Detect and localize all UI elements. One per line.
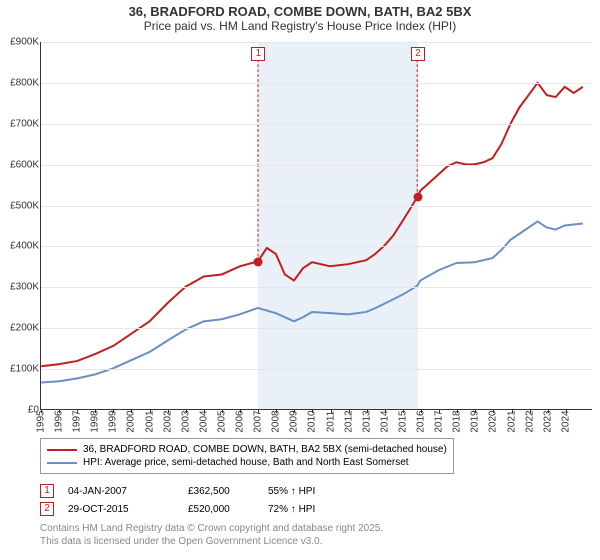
sale-marker-2: 2: [40, 502, 54, 516]
x-axis-label: 2007: [253, 410, 264, 432]
x-axis-label: 1996: [54, 410, 65, 432]
x-axis-label: 2017: [434, 410, 445, 432]
sale-dot: [413, 193, 422, 202]
footer: Contains HM Land Registry data © Crown c…: [40, 522, 383, 548]
sale-price: £362,500: [188, 486, 268, 497]
legend-swatch-hpi: [47, 462, 77, 464]
legend-item-hpi: HPI: Average price, semi-detached house,…: [47, 456, 447, 469]
chart-title: 36, BRADFORD ROAD, COMBE DOWN, BATH, BA2…: [0, 4, 600, 19]
legend-item-property: 36, BRADFORD ROAD, COMBE DOWN, BATH, BA2…: [47, 443, 447, 456]
x-axis-label: 2001: [144, 410, 155, 432]
x-axis-label: 2006: [235, 410, 246, 432]
x-axis-label: 2012: [343, 410, 354, 432]
y-gridline: [41, 42, 592, 43]
y-gridline: [41, 124, 592, 125]
y-axis-label: £600K: [1, 159, 39, 170]
sale-delta: 72% ↑ HPI: [268, 504, 358, 515]
y-gridline: [41, 328, 592, 329]
y-axis-label: £700K: [1, 118, 39, 129]
x-axis-label: 2003: [180, 410, 191, 432]
marker-badge: 1: [251, 47, 265, 61]
sale-marker-1: 1: [40, 484, 54, 498]
x-axis-label: 2002: [162, 410, 173, 432]
y-gridline: [41, 369, 592, 370]
sale-date: 04-JAN-2007: [68, 486, 188, 497]
footer-line-1: Contains HM Land Registry data © Crown c…: [40, 522, 383, 535]
plot-svg: [41, 42, 592, 409]
legend-label-hpi: HPI: Average price, semi-detached house,…: [83, 457, 409, 468]
x-axis-label: 2013: [361, 410, 372, 432]
y-axis-label: £0: [1, 405, 39, 416]
y-axis-label: £400K: [1, 241, 39, 252]
y-gridline: [41, 206, 592, 207]
y-gridline: [41, 287, 592, 288]
x-axis-label: 2011: [325, 411, 336, 433]
sale-delta: 55% ↑ HPI: [268, 486, 358, 497]
y-axis-label: £900K: [1, 37, 39, 48]
x-axis-label: 1997: [72, 410, 83, 432]
y-gridline: [41, 165, 592, 166]
footer-line-2: This data is licensed under the Open Gov…: [40, 535, 383, 548]
sale-row: 1 04-JAN-2007 £362,500 55% ↑ HPI: [40, 482, 358, 500]
x-axis-label: 2000: [126, 410, 137, 432]
chart-container: 36, BRADFORD ROAD, COMBE DOWN, BATH, BA2…: [0, 0, 600, 560]
y-axis-label: £500K: [1, 200, 39, 211]
x-axis-label: 2018: [452, 410, 463, 432]
x-axis-label: 2004: [198, 410, 209, 432]
x-axis-label: 1995: [36, 410, 47, 432]
chart-subtitle: Price paid vs. HM Land Registry's House …: [0, 19, 600, 33]
sale-price: £520,000: [188, 504, 268, 515]
legend: 36, BRADFORD ROAD, COMBE DOWN, BATH, BA2…: [40, 438, 454, 474]
x-axis-label: 2023: [542, 410, 553, 432]
legend-swatch-property: [47, 449, 77, 451]
x-axis-label: 2024: [560, 410, 571, 432]
x-axis-label: 2019: [470, 410, 481, 432]
y-gridline: [41, 83, 592, 84]
y-axis-label: £300K: [1, 282, 39, 293]
sale-dot: [254, 257, 263, 266]
x-axis-label: 1998: [90, 410, 101, 432]
x-axis-label: 2015: [397, 410, 408, 432]
x-axis-label: 2016: [416, 410, 427, 432]
x-axis-label: 2009: [289, 410, 300, 432]
y-gridline: [41, 246, 592, 247]
x-axis-label: 2020: [488, 410, 499, 432]
x-axis-label: 2005: [216, 410, 227, 432]
y-axis-label: £200K: [1, 323, 39, 334]
chart-area: £0£100K£200K£300K£400K£500K£600K£700K£80…: [40, 42, 592, 410]
series-line: [41, 83, 583, 366]
legend-label-property: 36, BRADFORD ROAD, COMBE DOWN, BATH, BA2…: [83, 444, 447, 455]
sales-list: 1 04-JAN-2007 £362,500 55% ↑ HPI 2 29-OC…: [40, 482, 358, 518]
sale-row: 2 29-OCT-2015 £520,000 72% ↑ HPI: [40, 500, 358, 518]
marker-badge: 2: [411, 47, 425, 61]
y-axis-label: £100K: [1, 364, 39, 375]
x-axis-label: 2022: [524, 410, 535, 432]
x-axis-label: 2008: [271, 410, 282, 432]
y-axis-label: £800K: [1, 77, 39, 88]
x-axis-label: 2010: [307, 410, 318, 432]
x-axis-label: 1999: [108, 410, 119, 432]
sale-date: 29-OCT-2015: [68, 504, 188, 515]
x-axis-label: 2014: [379, 410, 390, 432]
x-axis-label: 2021: [506, 410, 517, 432]
title-block: 36, BRADFORD ROAD, COMBE DOWN, BATH, BA2…: [0, 0, 600, 33]
